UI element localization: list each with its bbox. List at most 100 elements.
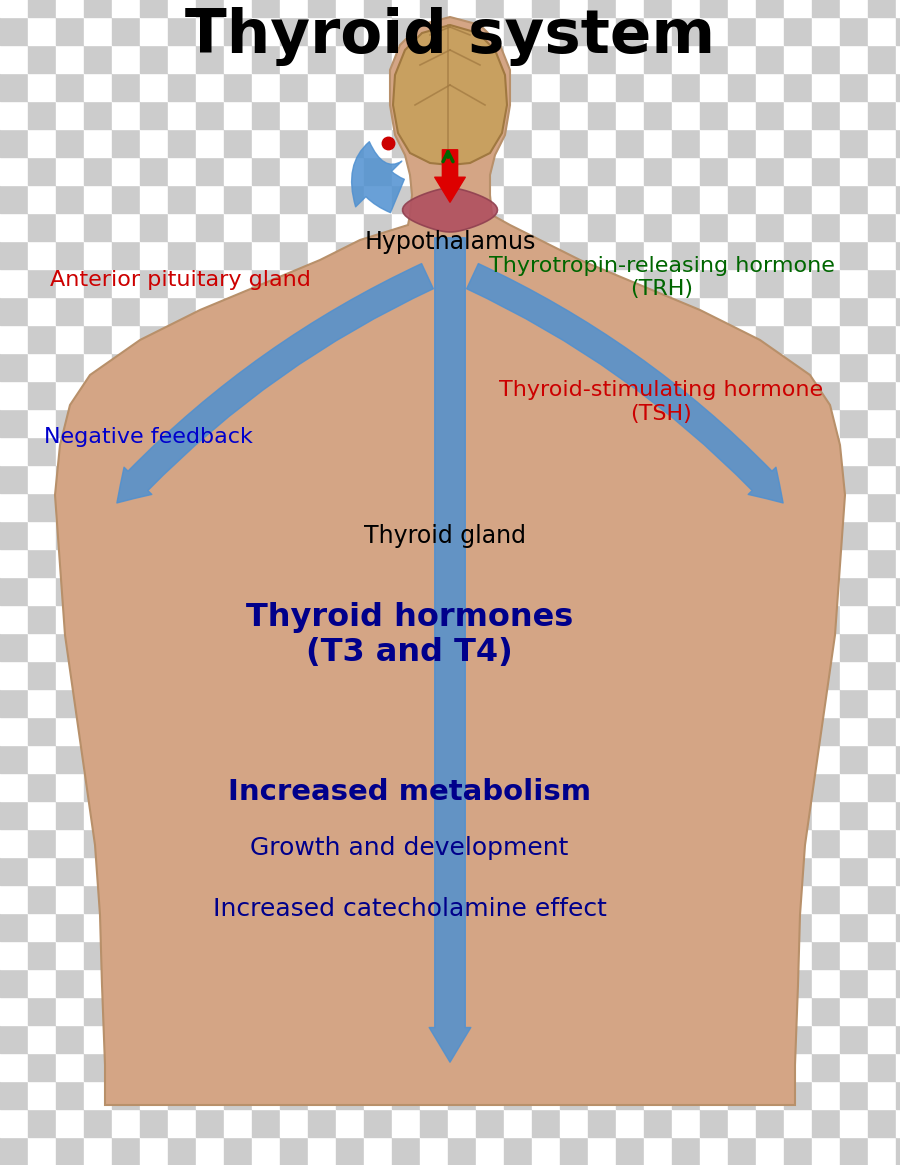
Bar <box>0 409 28 437</box>
Bar <box>504 633 532 661</box>
Bar <box>364 829 392 857</box>
Bar <box>0 969 28 997</box>
Bar <box>616 829 644 857</box>
Bar <box>140 744 168 774</box>
Bar <box>756 661 784 689</box>
Bar <box>700 913 728 941</box>
Bar <box>616 1025 644 1053</box>
Bar <box>84 1109 112 1137</box>
Bar <box>840 0 868 17</box>
Bar <box>532 409 560 437</box>
Bar <box>224 1025 252 1053</box>
Bar <box>588 241 616 269</box>
Bar <box>532 633 560 661</box>
Bar <box>896 521 900 549</box>
Bar <box>560 1137 588 1165</box>
Bar <box>840 1137 868 1165</box>
Bar <box>840 241 868 269</box>
Bar <box>868 1025 896 1053</box>
Bar <box>252 633 280 661</box>
Bar <box>504 857 532 885</box>
Bar <box>700 1081 728 1109</box>
Bar <box>280 661 308 689</box>
Bar <box>784 661 812 689</box>
Bar <box>28 73 56 101</box>
Bar <box>168 774 196 802</box>
Bar <box>364 744 392 774</box>
Bar <box>392 1025 420 1053</box>
Bar <box>336 744 364 774</box>
Bar <box>84 913 112 941</box>
Text: Thyrotropin-releasing hormone
(TRH): Thyrotropin-releasing hormone (TRH) <box>489 255 834 299</box>
Bar <box>308 549 336 577</box>
Bar <box>308 297 336 325</box>
Bar <box>588 45 616 73</box>
Bar <box>840 1025 868 1053</box>
Bar <box>700 633 728 661</box>
Bar <box>756 1137 784 1165</box>
Bar <box>56 213 84 241</box>
Bar <box>756 829 784 857</box>
Bar <box>896 381 900 409</box>
Bar <box>784 521 812 549</box>
Bar <box>336 716 364 744</box>
Bar <box>588 577 616 605</box>
Bar <box>140 73 168 101</box>
Bar <box>84 157 112 185</box>
Bar <box>476 829 504 857</box>
Bar <box>448 633 476 661</box>
Bar <box>336 689 364 716</box>
Text: Growth and development: Growth and development <box>250 836 569 860</box>
Bar <box>504 802 532 829</box>
Bar <box>56 521 84 549</box>
Bar <box>672 521 700 549</box>
Bar <box>644 45 672 73</box>
Bar <box>28 493 56 521</box>
Bar <box>392 17 420 45</box>
Bar <box>672 269 700 297</box>
Bar <box>812 774 840 802</box>
Bar <box>588 774 616 802</box>
Bar <box>784 437 812 465</box>
Bar <box>672 577 700 605</box>
Bar <box>168 802 196 829</box>
Bar <box>168 73 196 101</box>
Bar <box>532 885 560 913</box>
Bar <box>56 885 84 913</box>
Bar <box>224 661 252 689</box>
Bar <box>140 269 168 297</box>
Text: Anterior pituitary gland: Anterior pituitary gland <box>50 269 310 290</box>
Bar <box>868 437 896 465</box>
Bar <box>224 689 252 716</box>
Bar <box>364 157 392 185</box>
Bar <box>0 465 28 493</box>
Bar <box>644 73 672 101</box>
Bar <box>84 241 112 269</box>
Bar <box>308 521 336 549</box>
Bar <box>476 716 504 744</box>
Bar <box>560 353 588 381</box>
Bar <box>532 577 560 605</box>
Bar <box>840 661 868 689</box>
Bar <box>308 774 336 802</box>
Bar <box>448 969 476 997</box>
Bar <box>336 101 364 129</box>
Bar <box>532 1053 560 1081</box>
Bar <box>420 101 448 129</box>
Bar <box>840 269 868 297</box>
Bar <box>112 633 140 661</box>
Bar <box>28 689 56 716</box>
Bar <box>84 774 112 802</box>
Bar <box>336 885 364 913</box>
Bar <box>280 829 308 857</box>
Bar <box>280 0 308 17</box>
Bar <box>140 185 168 213</box>
Bar <box>756 549 784 577</box>
Bar <box>588 941 616 969</box>
Bar <box>896 1137 900 1165</box>
Bar <box>672 241 700 269</box>
Bar <box>644 605 672 633</box>
Bar <box>336 157 364 185</box>
Bar <box>252 744 280 774</box>
Bar <box>672 857 700 885</box>
